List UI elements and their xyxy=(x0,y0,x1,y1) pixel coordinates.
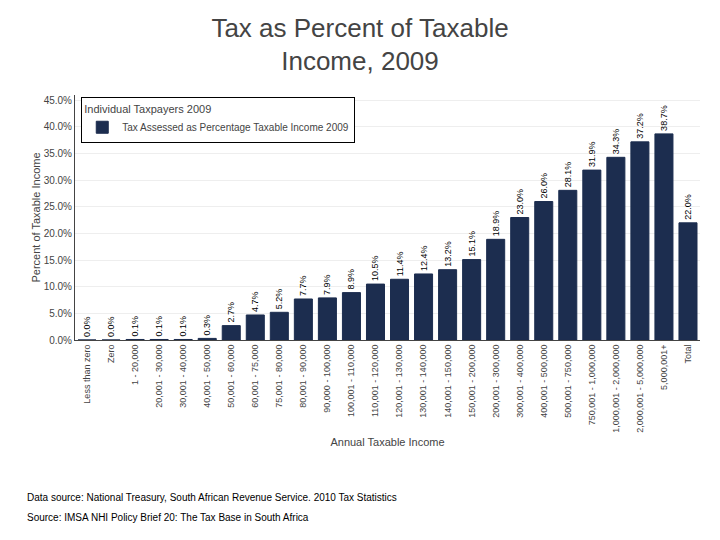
svg-text:300,001 - 400,000: 300,001 - 400,000 xyxy=(515,345,525,418)
svg-text:35.0%: 35.0% xyxy=(44,148,72,159)
svg-text:8.9%: 8.9% xyxy=(346,269,356,290)
svg-text:5.2%: 5.2% xyxy=(274,289,284,310)
svg-text:5.0%: 5.0% xyxy=(49,308,72,319)
svg-text:37.2%: 37.2% xyxy=(635,113,645,139)
svg-text:Zero: Zero xyxy=(106,345,116,364)
svg-text:150,001 - 200,000: 150,001 - 200,000 xyxy=(467,345,477,418)
svg-text:1 - 20,000: 1 - 20,000 xyxy=(130,345,140,386)
svg-text:5,000,001+: 5,000,001+ xyxy=(659,345,669,390)
svg-text:Percent of Taxable Income: Percent of Taxable Income xyxy=(30,152,42,282)
svg-text:1,000,001 - 2,000,000: 1,000,001 - 2,000,000 xyxy=(611,345,621,433)
svg-text:7.9%: 7.9% xyxy=(322,274,332,295)
svg-text:200,001 - 300,000: 200,001 - 300,000 xyxy=(491,345,501,418)
svg-text:Tax Assessed as Percentage Tax: Tax Assessed as Percentage Taxable Incom… xyxy=(122,122,349,133)
svg-text:110,001 - 120,000: 110,001 - 120,000 xyxy=(370,345,380,417)
svg-text:80,001 - 90,000: 80,001 - 90,000 xyxy=(298,345,308,408)
svg-text:2.7%: 2.7% xyxy=(226,302,236,323)
svg-text:15.0%: 15.0% xyxy=(44,255,72,266)
svg-text:Individual Taxpayers 2009: Individual Taxpayers 2009 xyxy=(84,103,211,115)
svg-text:10.5%: 10.5% xyxy=(370,256,380,282)
svg-text:22.0%: 22.0% xyxy=(683,194,693,220)
svg-text:0.1%: 0.1% xyxy=(178,316,188,337)
svg-text:90,000 - 100,000: 90,000 - 100,000 xyxy=(322,345,332,413)
svg-text:140,001 - 150,000: 140,001 - 150,000 xyxy=(443,345,453,418)
svg-text:0.1%: 0.1% xyxy=(154,316,164,337)
svg-text:100,001 - 110,000: 100,001 - 110,000 xyxy=(346,345,356,417)
svg-text:10.0%: 10.0% xyxy=(44,281,72,292)
svg-text:750,001 - 1,000,000: 750,001 - 1,000,000 xyxy=(587,345,597,426)
svg-text:Source: IMSA NHI Policy Brief: Source: IMSA NHI Policy Brief 20: The Ta… xyxy=(27,512,309,523)
svg-text:31.9%: 31.9% xyxy=(587,142,597,168)
svg-text:0.0%: 0.0% xyxy=(82,316,92,337)
svg-text:40,001 - 50,000: 40,001 - 50,000 xyxy=(202,345,212,408)
svg-text:40.0%: 40.0% xyxy=(44,121,72,132)
svg-text:Tax as Percent of TaxableIncom: Tax as Percent of TaxableIncome, 2009 xyxy=(211,13,508,77)
svg-text:Data source: National Treasury: Data source: National Treasury, South Af… xyxy=(27,492,397,503)
svg-text:Total: Total xyxy=(683,345,693,364)
svg-text:400,001 - 500,000: 400,001 - 500,000 xyxy=(539,345,549,418)
svg-text:26.0%: 26.0% xyxy=(539,173,549,199)
svg-text:2,000,001 - 5,000,000: 2,000,001 - 5,000,000 xyxy=(635,345,645,433)
svg-text:30.0%: 30.0% xyxy=(44,175,72,186)
svg-text:11.4%: 11.4% xyxy=(395,251,405,276)
svg-text:0.1%: 0.1% xyxy=(130,316,140,337)
svg-text:Annual Taxable Income: Annual Taxable Income xyxy=(330,436,444,448)
svg-text:15.1%: 15.1% xyxy=(467,231,477,257)
svg-text:18.9%: 18.9% xyxy=(491,211,501,237)
svg-text:Less than zero: Less than zero xyxy=(82,345,92,404)
svg-text:20.0%: 20.0% xyxy=(44,228,72,239)
svg-text:45.0%: 45.0% xyxy=(44,95,72,106)
svg-text:34.3%: 34.3% xyxy=(611,129,621,155)
svg-text:60,001 - 75,000: 60,001 - 75,000 xyxy=(250,345,260,408)
svg-text:75,001 - 80,000: 75,001 - 80,000 xyxy=(274,345,284,408)
svg-text:7.7%: 7.7% xyxy=(298,275,308,296)
svg-text:50,001 - 60,000: 50,001 - 60,000 xyxy=(226,345,236,408)
svg-text:120,001 - 130,000: 120,001 - 130,000 xyxy=(394,345,404,418)
svg-text:130,001 - 140,000: 130,001 - 140,000 xyxy=(418,345,428,418)
svg-text:0.3%: 0.3% xyxy=(202,315,212,336)
svg-text:23.0%: 23.0% xyxy=(515,189,525,215)
svg-text:20,001 - 30,000: 20,001 - 30,000 xyxy=(154,345,164,408)
svg-text:4.7%: 4.7% xyxy=(250,291,260,312)
svg-text:0.0%: 0.0% xyxy=(106,316,116,337)
svg-text:28.1%: 28.1% xyxy=(563,162,573,188)
svg-text:25.0%: 25.0% xyxy=(44,201,72,212)
svg-text:30,001 - 40,000: 30,001 - 40,000 xyxy=(178,345,188,408)
svg-text:13.2%: 13.2% xyxy=(443,241,453,267)
svg-text:0.0%: 0.0% xyxy=(49,335,72,346)
svg-text:38.7%: 38.7% xyxy=(659,105,669,131)
svg-text:500,001 - 750,000: 500,001 - 750,000 xyxy=(563,345,573,418)
svg-text:12.4%: 12.4% xyxy=(419,245,429,271)
